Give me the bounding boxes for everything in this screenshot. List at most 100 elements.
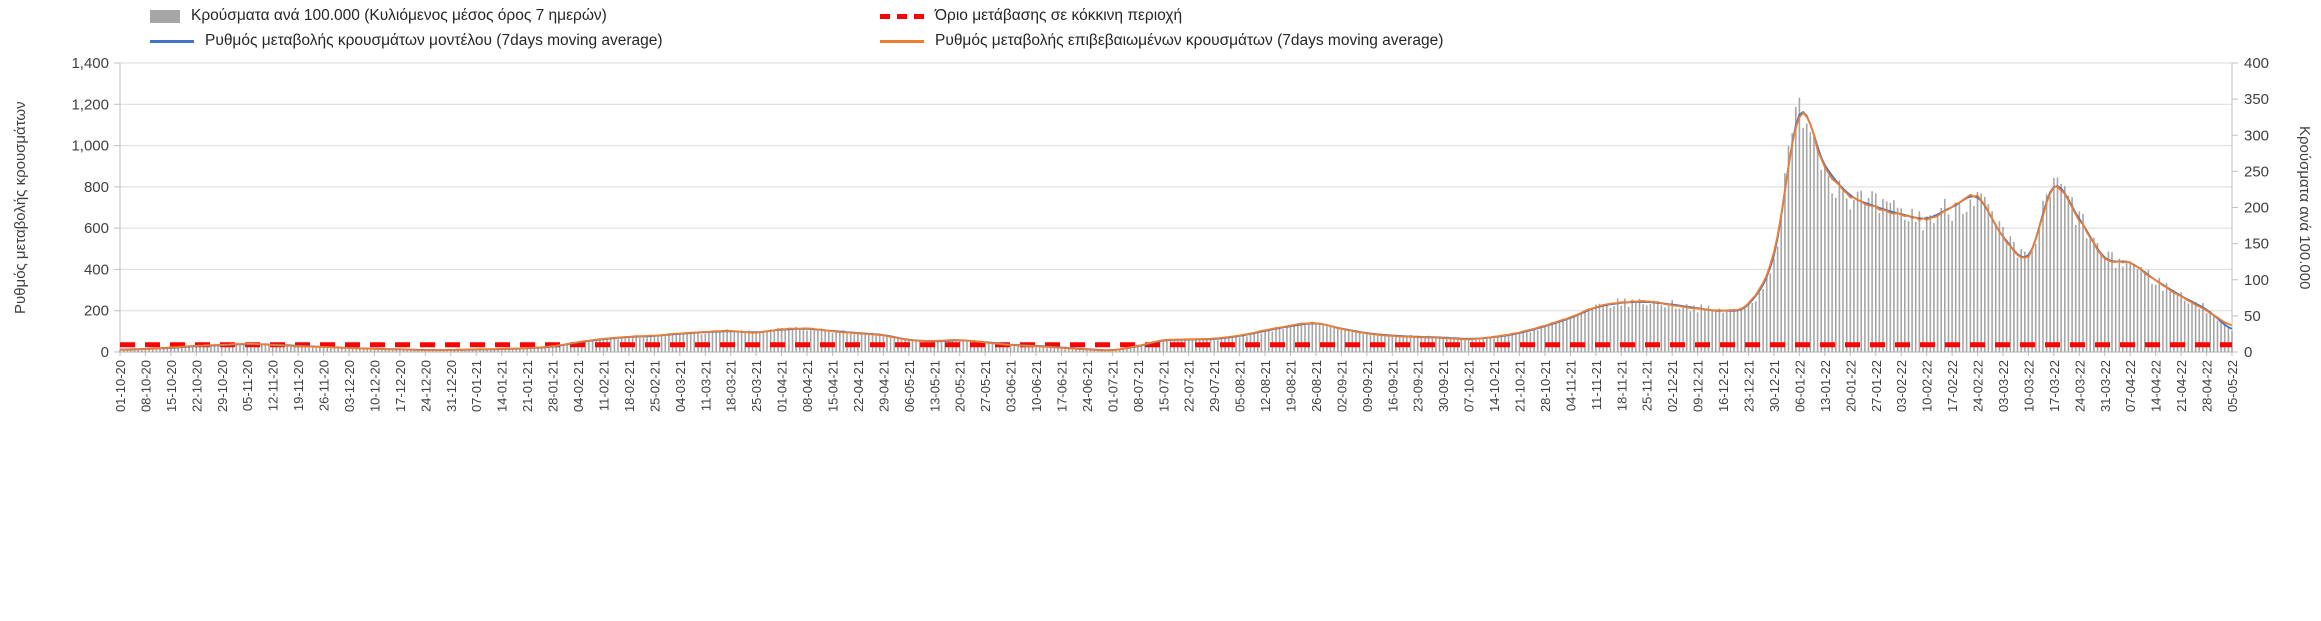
svg-text:22-10-20: 22-10-20	[189, 360, 204, 412]
svg-text:21-04-22: 21-04-22	[2174, 360, 2189, 412]
svg-text:800: 800	[84, 179, 109, 196]
svg-text:28-01-21: 28-01-21	[546, 360, 561, 412]
legend-label-model-rate: Ρυθμός μεταβολής κρουσμάτων μοντέλου (7d…	[205, 32, 663, 49]
blue-line-swatch-icon	[150, 39, 194, 43]
orange-line-swatch-icon	[880, 39, 924, 43]
svg-text:18-11-21: 18-11-21	[1614, 360, 1629, 411]
svg-text:23-09-21: 23-09-21	[1411, 360, 1426, 412]
svg-text:27-05-21: 27-05-21	[978, 360, 993, 412]
svg-text:24-03-22: 24-03-22	[2072, 360, 2087, 412]
svg-text:10-06-21: 10-06-21	[1029, 360, 1044, 412]
svg-text:03-03-22: 03-03-22	[1996, 360, 2011, 412]
svg-text:24-02-22: 24-02-22	[1971, 360, 1986, 412]
svg-text:17-02-22: 17-02-22	[1945, 360, 1960, 412]
svg-text:15-04-21: 15-04-21	[825, 360, 840, 412]
svg-text:28-04-22: 28-04-22	[2200, 360, 2215, 412]
legend-item-cases-per-100k: Κρούσματα ανά 100.000 (Κυλιόμενος μέσος …	[150, 6, 607, 26]
svg-text:04-02-21: 04-02-21	[571, 360, 586, 412]
svg-text:06-01-22: 06-01-22	[1792, 360, 1807, 412]
svg-text:15-07-21: 15-07-21	[1156, 360, 1171, 412]
svg-text:0: 0	[2244, 344, 2252, 361]
svg-text:07-04-22: 07-04-22	[2123, 360, 2138, 412]
svg-text:01-07-21: 01-07-21	[1105, 360, 1120, 412]
svg-text:11-11-21: 11-11-21	[1589, 360, 1604, 410]
svg-text:11-02-21: 11-02-21	[596, 360, 611, 411]
svg-text:16-09-21: 16-09-21	[1385, 360, 1400, 412]
svg-text:07-01-21: 07-01-21	[469, 360, 484, 412]
svg-text:22-07-21: 22-07-21	[1182, 360, 1197, 412]
svg-text:19-08-21: 19-08-21	[1284, 360, 1299, 412]
svg-text:28-10-21: 28-10-21	[1538, 360, 1553, 412]
svg-text:25-03-21: 25-03-21	[749, 360, 764, 412]
svg-text:29-04-21: 29-04-21	[876, 360, 891, 412]
svg-text:04-11-21: 04-11-21	[1563, 360, 1578, 411]
svg-text:17-03-22: 17-03-22	[2047, 360, 2062, 412]
svg-text:03-02-22: 03-02-22	[1894, 360, 1909, 412]
svg-text:12-08-21: 12-08-21	[1258, 360, 1273, 412]
svg-text:30-12-21: 30-12-21	[1767, 360, 1782, 412]
svg-text:19-11-20: 19-11-20	[291, 360, 306, 411]
svg-text:17-12-20: 17-12-20	[393, 360, 408, 412]
svg-text:03-06-21: 03-06-21	[1004, 360, 1019, 412]
svg-text:01-04-21: 01-04-21	[775, 360, 790, 412]
svg-text:200: 200	[2244, 200, 2269, 217]
svg-text:13-05-21: 13-05-21	[927, 360, 942, 412]
svg-text:31-12-20: 31-12-20	[444, 360, 459, 412]
legend-item-red-threshold: Όριο μετάβασης σε κόκκινη περιοχή	[880, 6, 1182, 26]
svg-text:05-08-21: 05-08-21	[1233, 360, 1248, 412]
svg-text:1,400: 1,400	[71, 55, 109, 72]
svg-text:14-04-22: 14-04-22	[2149, 360, 2164, 412]
svg-text:0: 0	[101, 344, 109, 361]
svg-text:21-01-21: 21-01-21	[520, 360, 535, 412]
svg-text:02-09-21: 02-09-21	[1334, 360, 1349, 412]
svg-text:20-05-21: 20-05-21	[953, 360, 968, 412]
svg-text:09-09-21: 09-09-21	[1360, 360, 1375, 412]
svg-text:26-08-21: 26-08-21	[1309, 360, 1324, 412]
svg-text:14-01-21: 14-01-21	[495, 360, 510, 412]
svg-text:03-12-20: 03-12-20	[342, 360, 357, 412]
svg-text:25-11-21: 25-11-21	[1640, 360, 1655, 411]
legend-label-red-threshold: Όριο μετάβασης σε κόκκινη περιοχή	[935, 7, 1183, 24]
confirmed-line-series	[120, 111, 2233, 352]
svg-text:400: 400	[2244, 55, 2269, 72]
svg-text:27-01-22: 27-01-22	[1869, 360, 1884, 412]
svg-text:13-01-22: 13-01-22	[1818, 360, 1833, 412]
bars-series	[119, 97, 2233, 352]
svg-text:07-10-21: 07-10-21	[1462, 360, 1477, 412]
svg-text:200: 200	[84, 303, 109, 320]
svg-text:09-12-21: 09-12-21	[1691, 360, 1706, 412]
svg-text:26-11-20: 26-11-20	[317, 360, 332, 411]
svg-text:10-03-22: 10-03-22	[2021, 360, 2036, 412]
right-axis-tick-labels: 0 50 100 150 200 250 300 350 400	[2232, 55, 2269, 361]
svg-text:10-02-22: 10-02-22	[1920, 360, 1935, 412]
bar-swatch-icon	[150, 9, 180, 23]
svg-text:08-10-20: 08-10-20	[138, 360, 153, 412]
svg-text:30-09-21: 30-09-21	[1436, 360, 1451, 412]
red-dashed-line-icon	[880, 13, 924, 19]
svg-text:21-10-21: 21-10-21	[1513, 360, 1528, 412]
svg-text:24-06-21: 24-06-21	[1080, 360, 1095, 412]
x-axis-labels: 01-10-20 08-10-20 15-10-20 22-10-20 29-10-20…	[113, 352, 2240, 412]
svg-text:08-04-21: 08-04-21	[800, 360, 815, 412]
svg-text:14-10-21: 14-10-21	[1487, 360, 1502, 412]
right-axis-title: Κρούσματα ανά 100.000	[2296, 125, 2313, 290]
svg-text:400: 400	[84, 261, 109, 278]
svg-text:18-02-21: 18-02-21	[622, 360, 637, 412]
svg-text:08-07-21: 08-07-21	[1131, 360, 1146, 412]
svg-text:350: 350	[2244, 91, 2269, 108]
svg-text:300: 300	[2244, 127, 2269, 144]
svg-text:24-12-20: 24-12-20	[418, 360, 433, 412]
svg-text:25-02-21: 25-02-21	[647, 360, 662, 412]
svg-text:04-03-21: 04-03-21	[673, 360, 688, 412]
svg-text:50: 50	[2244, 308, 2261, 325]
svg-text:20-01-22: 20-01-22	[1843, 360, 1858, 412]
svg-text:01-10-20: 01-10-20	[113, 360, 128, 412]
svg-text:05-11-20: 05-11-20	[240, 360, 255, 411]
svg-text:15-10-20: 15-10-20	[164, 360, 179, 412]
legend-item-confirmed-rate: Ρυθμός μεταβολής επιβεβαιωμένων κρουσμάτ…	[880, 31, 1443, 51]
svg-text:02-12-21: 02-12-21	[1665, 360, 1680, 412]
svg-text:29-07-21: 29-07-21	[1207, 360, 1222, 412]
svg-text:29-10-20: 29-10-20	[215, 360, 230, 412]
